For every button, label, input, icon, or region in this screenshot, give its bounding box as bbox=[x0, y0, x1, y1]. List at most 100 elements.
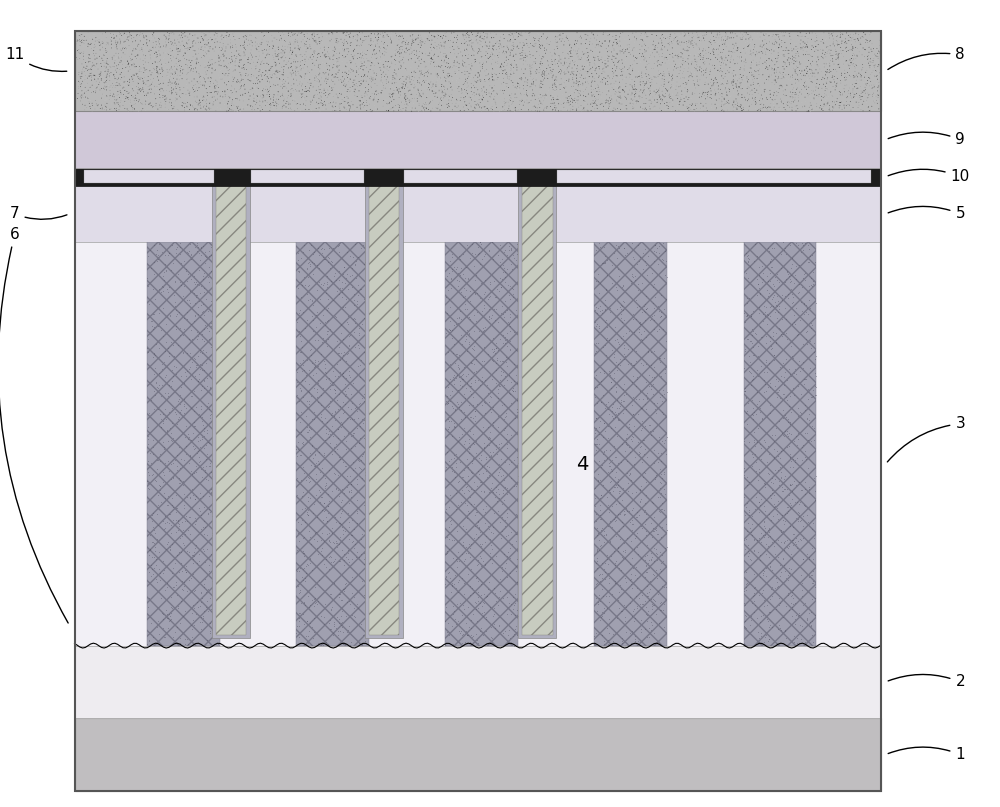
Point bbox=[612, 71, 628, 84]
Point bbox=[290, 102, 306, 115]
Point bbox=[432, 97, 448, 110]
Point bbox=[296, 618, 312, 631]
Point bbox=[285, 84, 301, 97]
Point bbox=[773, 465, 789, 478]
Point bbox=[569, 27, 585, 40]
Point bbox=[247, 60, 263, 73]
Point bbox=[730, 42, 746, 55]
Point bbox=[762, 88, 778, 101]
Point bbox=[634, 33, 650, 46]
Point bbox=[328, 88, 344, 101]
Point bbox=[569, 97, 585, 110]
Point bbox=[293, 91, 309, 104]
Point bbox=[635, 470, 651, 483]
Point bbox=[678, 90, 694, 103]
Point bbox=[202, 59, 218, 72]
Point bbox=[589, 68, 605, 81]
Point bbox=[754, 275, 770, 288]
Point bbox=[434, 78, 450, 91]
Point bbox=[769, 502, 785, 515]
Point bbox=[204, 527, 220, 540]
Point bbox=[871, 58, 887, 71]
Point bbox=[647, 594, 663, 607]
Point bbox=[199, 103, 215, 116]
Point bbox=[180, 37, 196, 50]
Point bbox=[71, 29, 87, 42]
Point bbox=[294, 50, 310, 63]
Point bbox=[614, 44, 630, 56]
Point bbox=[739, 496, 755, 509]
Point bbox=[132, 25, 148, 38]
Point bbox=[450, 48, 466, 61]
Point bbox=[491, 37, 507, 50]
Point bbox=[575, 72, 591, 85]
Point bbox=[264, 96, 280, 109]
Point bbox=[283, 79, 299, 92]
Point bbox=[84, 79, 100, 92]
Point bbox=[380, 104, 396, 117]
Point bbox=[784, 42, 800, 55]
Point bbox=[409, 62, 425, 75]
Point bbox=[473, 73, 489, 86]
Point bbox=[591, 80, 607, 93]
Point bbox=[805, 104, 821, 117]
Point bbox=[651, 82, 667, 94]
Point bbox=[444, 579, 460, 592]
Point bbox=[723, 53, 739, 66]
Point bbox=[616, 599, 632, 612]
Point bbox=[196, 80, 212, 93]
Point bbox=[336, 37, 352, 50]
Point bbox=[418, 96, 434, 109]
Point bbox=[779, 441, 795, 454]
Point bbox=[259, 44, 275, 56]
Point bbox=[354, 93, 370, 106]
Point bbox=[188, 400, 204, 413]
Point bbox=[313, 50, 329, 63]
Point bbox=[439, 530, 455, 543]
Point bbox=[457, 271, 473, 284]
Point bbox=[108, 76, 124, 89]
Point bbox=[282, 36, 298, 48]
Point bbox=[223, 56, 239, 69]
Point bbox=[488, 98, 504, 111]
Point bbox=[814, 47, 830, 60]
Point bbox=[74, 33, 90, 46]
Point bbox=[863, 61, 879, 74]
Point bbox=[163, 49, 179, 62]
Point bbox=[611, 270, 627, 282]
Point bbox=[507, 27, 523, 40]
Point bbox=[456, 361, 472, 374]
Point bbox=[172, 631, 188, 644]
Point bbox=[627, 75, 643, 88]
Point bbox=[278, 77, 294, 90]
Point bbox=[610, 594, 626, 607]
Point bbox=[649, 528, 665, 541]
Point bbox=[738, 103, 754, 116]
Point bbox=[607, 575, 623, 587]
Point bbox=[391, 91, 407, 104]
Point bbox=[611, 81, 627, 94]
Point bbox=[101, 93, 117, 106]
Point bbox=[553, 105, 569, 118]
Point bbox=[182, 33, 198, 46]
Point bbox=[124, 82, 140, 95]
Point bbox=[179, 67, 195, 80]
Point bbox=[606, 44, 622, 56]
Point bbox=[654, 47, 670, 60]
Point bbox=[608, 65, 624, 77]
Point bbox=[407, 33, 423, 46]
Point bbox=[316, 242, 332, 255]
Point bbox=[628, 52, 644, 65]
Point bbox=[180, 84, 196, 97]
Point bbox=[262, 98, 278, 111]
Point bbox=[276, 61, 292, 73]
Point bbox=[618, 436, 634, 449]
Point bbox=[845, 44, 861, 56]
Point bbox=[745, 370, 761, 383]
Point bbox=[847, 61, 863, 74]
Point bbox=[449, 312, 465, 324]
Point bbox=[392, 50, 408, 63]
Point bbox=[195, 29, 211, 42]
Point bbox=[126, 90, 142, 103]
Point bbox=[131, 96, 147, 109]
